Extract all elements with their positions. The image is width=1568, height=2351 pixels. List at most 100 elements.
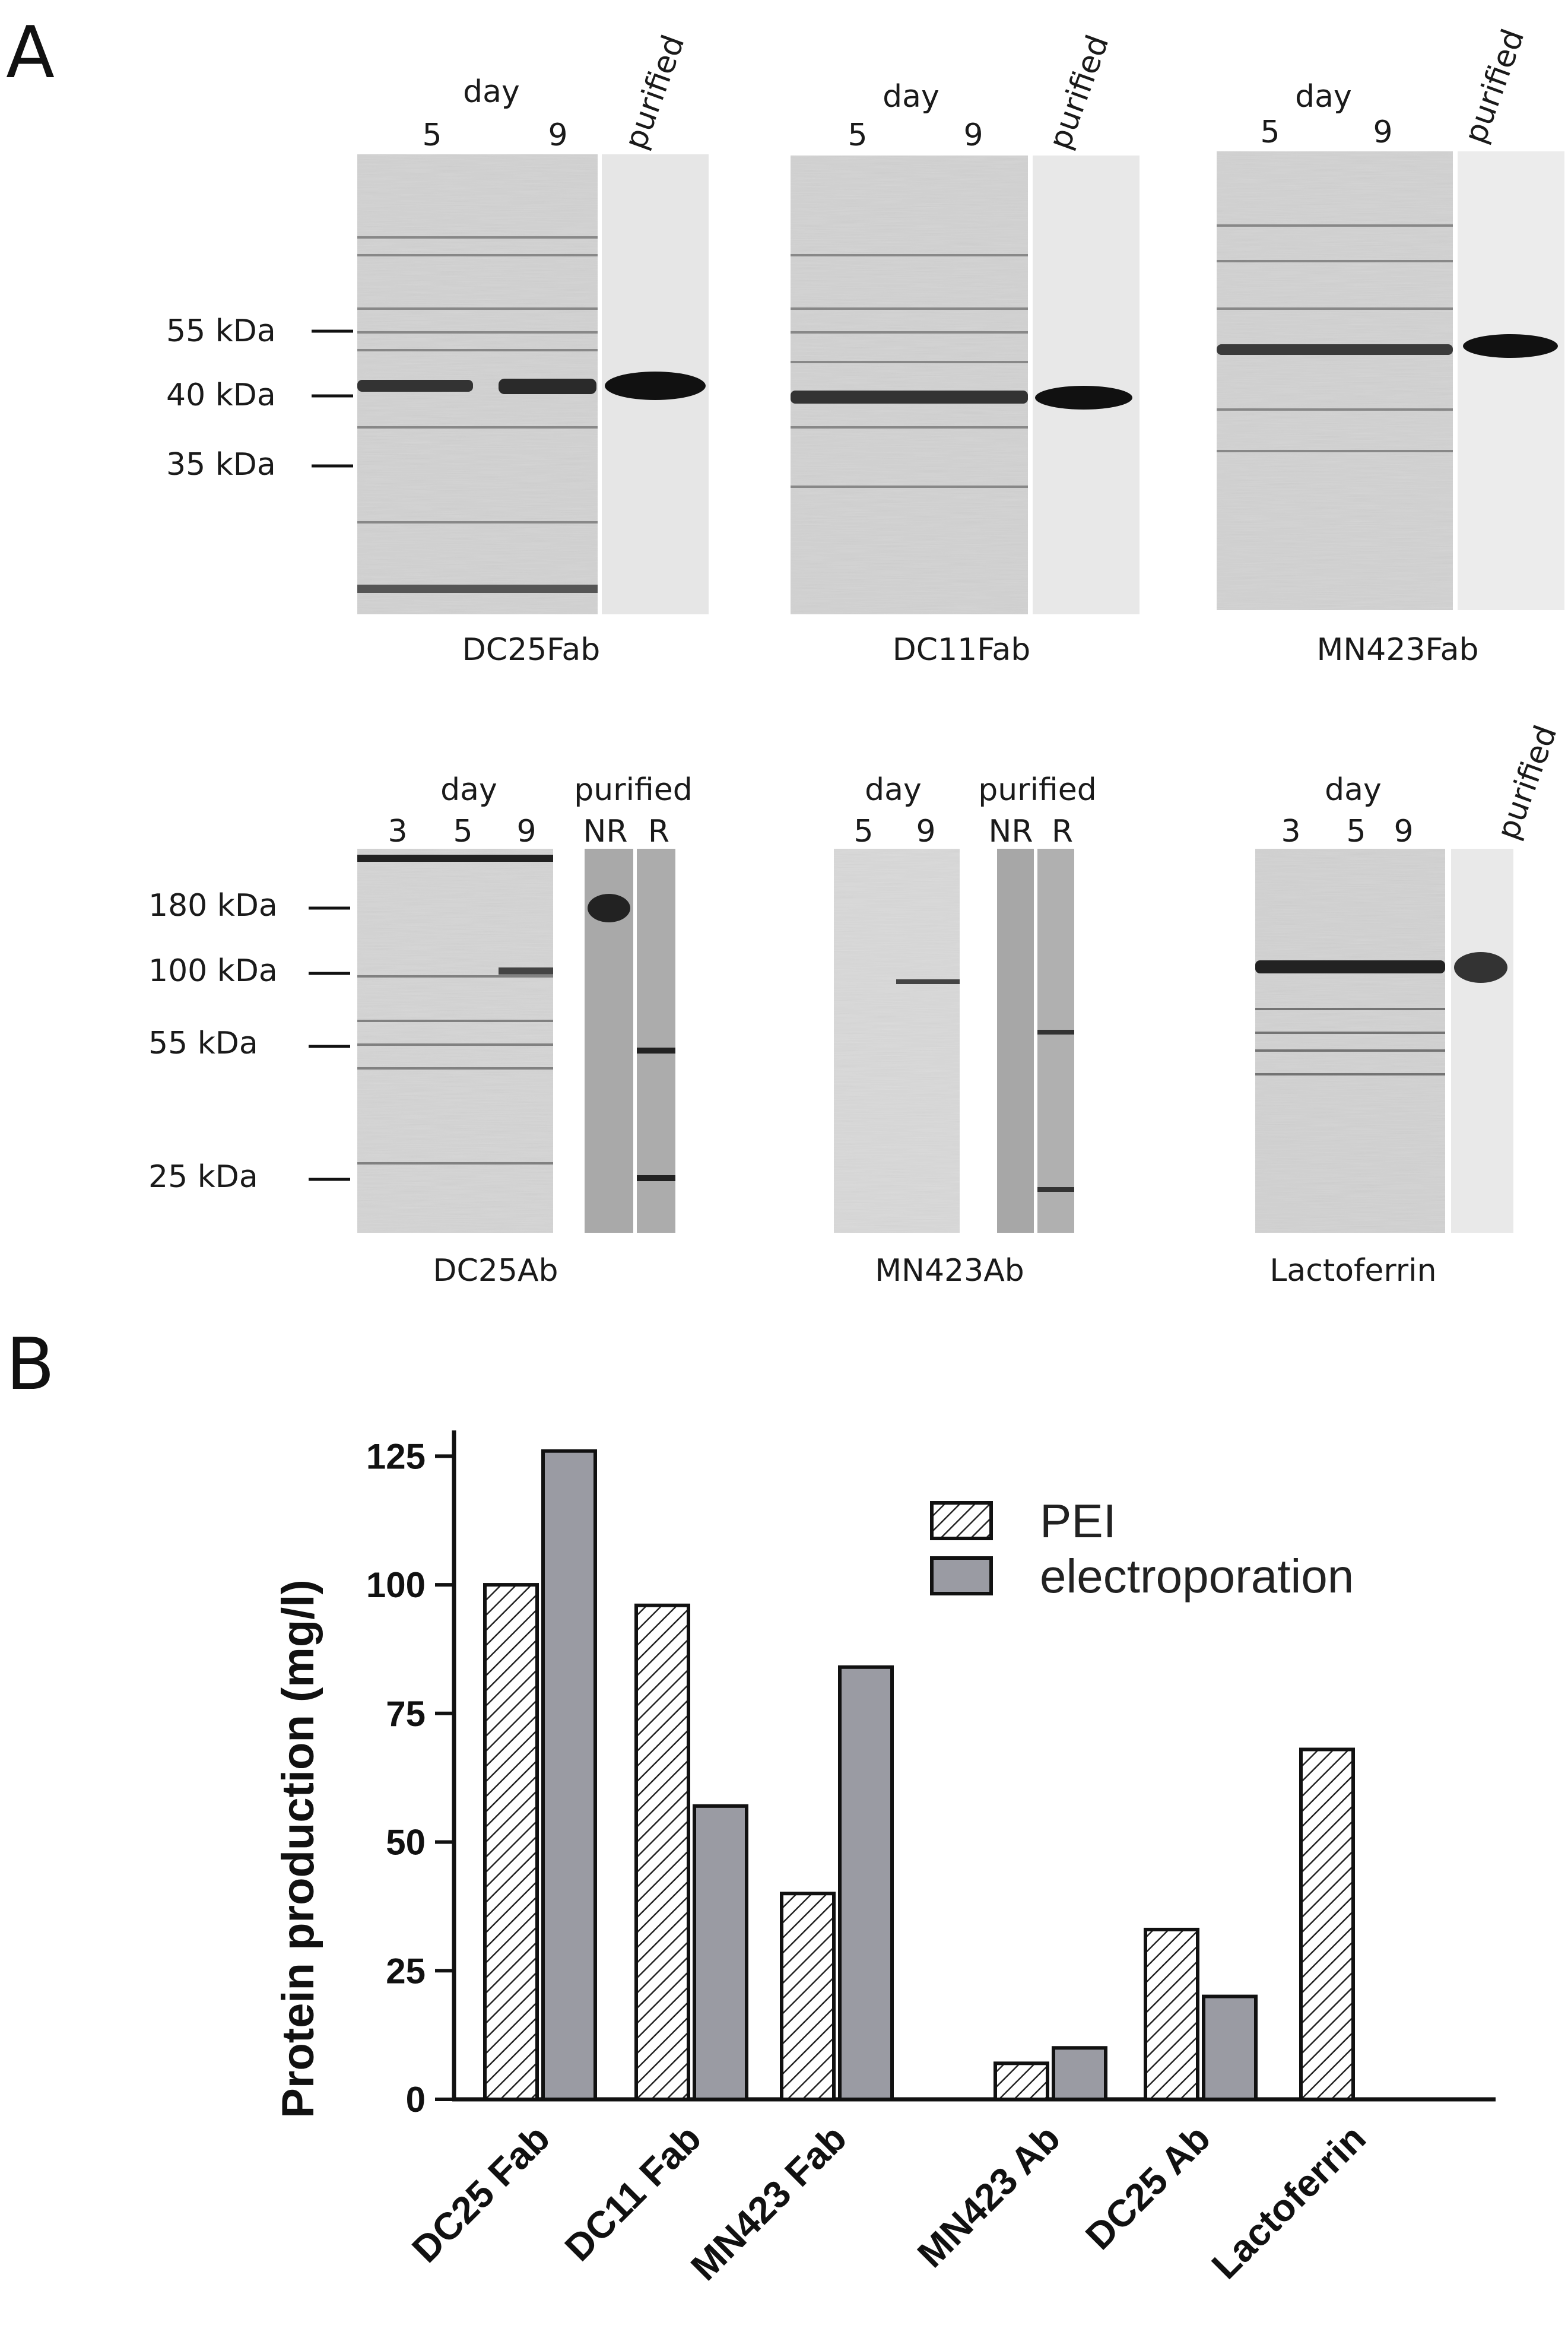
legend-swatch-electroporation (930, 1556, 993, 1595)
purified-band (1463, 334, 1558, 358)
lane-label: 5 (853, 814, 873, 849)
gel-name: DC11Fab (893, 632, 1031, 668)
purified-label: purified (1458, 24, 1532, 148)
purified-lane (1458, 151, 1564, 610)
band (357, 585, 598, 593)
marker-label: 180 kDa (148, 888, 278, 924)
band (791, 391, 1028, 404)
purified-lane-r (1037, 849, 1074, 1233)
purified-lane (1033, 156, 1140, 614)
lane-label: 5 (453, 814, 472, 849)
bar-electroporation (541, 1449, 597, 2102)
gel-name: DC25Fab (462, 632, 601, 668)
category-label: DC25 Ab (1077, 2117, 1218, 2258)
panel-letter-a: A (6, 12, 55, 94)
day-label: day (1325, 772, 1382, 808)
purified-lane-label: NR (583, 814, 627, 849)
bar-pei (780, 1892, 836, 2101)
purified-lane-nr (997, 849, 1034, 1233)
bar-pei (1299, 1747, 1355, 2101)
gel-dc25fab: day 5 9 purified DC25Fab (357, 30, 709, 668)
marker-label: 55 kDa (148, 1026, 258, 1061)
marker-label: 25 kDa (148, 1159, 258, 1195)
category-label: MN423 Ab (909, 2117, 1068, 2276)
purified-label: purified (1490, 721, 1564, 844)
bar-electroporation (1052, 2046, 1107, 2101)
bar-pei (483, 1583, 539, 2101)
category-label: DC25 Fab (404, 2117, 558, 2271)
bars (483, 1449, 1355, 2102)
legend-label-pei: PEI (1040, 1495, 1116, 1547)
lane-label: 9 (1373, 115, 1392, 150)
y-tick-label: 100 (366, 1565, 426, 1605)
top-markers: 55 kDa 40 kDa 35 kDa (166, 313, 353, 483)
y-ticks: 0 25 50 75 100 125 (366, 1436, 454, 2120)
band (499, 379, 596, 394)
bar-electroporation (693, 1804, 748, 2101)
gel-dc11fab: day 5 9 purified DC11Fab (791, 30, 1140, 668)
day-label: day (440, 772, 497, 808)
purified-band (1035, 386, 1132, 410)
bottom-markers: 180 kDa 100 kDa 55 kDa 25 kDa (148, 888, 350, 1195)
marker-label: 35 kDa (166, 447, 276, 483)
purified-band (588, 894, 630, 922)
bar-pei (1144, 1927, 1199, 2101)
band (1217, 344, 1453, 355)
bar-pei (994, 2061, 1049, 2102)
bar-pei (634, 1603, 690, 2102)
purified-label: purified (574, 772, 693, 808)
purified-lane-r (637, 849, 675, 1233)
bar-electroporation (838, 1665, 894, 2102)
purified-lane (1451, 849, 1513, 1233)
gel-name: MN423Fab (1316, 632, 1478, 668)
bar-electroporation (1202, 1994, 1258, 2102)
band (1255, 960, 1445, 973)
purified-label: purified (1042, 30, 1116, 154)
y-tick-label: 0 (406, 2080, 426, 2120)
purified-label: purified (978, 772, 1097, 808)
lane-label: 5 (848, 118, 867, 153)
day-label: day (463, 74, 520, 110)
category-label: Lactoferrin (1204, 2117, 1374, 2287)
y-tick-label: 125 (366, 1436, 426, 1476)
lane-label: 5 (422, 118, 442, 153)
lane-label: 3 (1281, 814, 1300, 849)
gel-name: MN423Ab (875, 1253, 1024, 1289)
y-tick-label: 50 (386, 1823, 426, 1863)
lane-label: 5 (1346, 814, 1366, 849)
category-label: MN423 Fab (683, 2117, 855, 2289)
y-axis-title: Protein production (mg/l) (273, 1579, 323, 2118)
gel-mn423ab: day 5 9 purified NR R MN423Ab (834, 772, 1097, 1289)
purified-band (605, 372, 706, 400)
band (357, 380, 473, 392)
gel-dc25ab: day 3 5 9 purified NR R DC25Ab (357, 772, 693, 1289)
y-tick-label: 75 (386, 1694, 426, 1734)
purified-lane-label: R (1052, 814, 1073, 849)
lane-label: 9 (963, 118, 983, 153)
marker-label: 40 kDa (166, 377, 276, 413)
panel-letter-b: B (6, 1324, 55, 1406)
lane-label: 9 (516, 814, 536, 849)
marker-label: 55 kDa (166, 313, 276, 349)
y-tick-label: 25 (386, 1951, 426, 1991)
gel-lactoferrin: day 3 5 9 purified Lactoferrin (1255, 721, 1564, 1289)
gel-mn423fab: day 5 9 purified MN423Fab (1217, 24, 1564, 668)
bar-chart: Protein production (mg/l) 0255075100125 … (273, 1430, 1496, 2289)
lane-label: 5 (1260, 115, 1280, 150)
lane-label: 9 (1394, 814, 1413, 849)
day-label: day (883, 79, 939, 115)
gel-name: Lactoferrin (1269, 1253, 1436, 1289)
purified-lane-label: R (648, 814, 669, 849)
gel-name: DC25Ab (433, 1253, 558, 1289)
purified-lane-label: NR (988, 814, 1033, 849)
lane-label: 9 (548, 118, 567, 153)
purified-band (1454, 952, 1507, 983)
purified-label: purified (618, 30, 692, 154)
category-label: DC11 Fab (557, 2117, 709, 2269)
legend-swatch-pei (930, 1501, 993, 1540)
legend: PEI electroporation (930, 1495, 1354, 1603)
marker-label: 100 kDa (148, 953, 278, 989)
day-label: day (1295, 79, 1352, 115)
